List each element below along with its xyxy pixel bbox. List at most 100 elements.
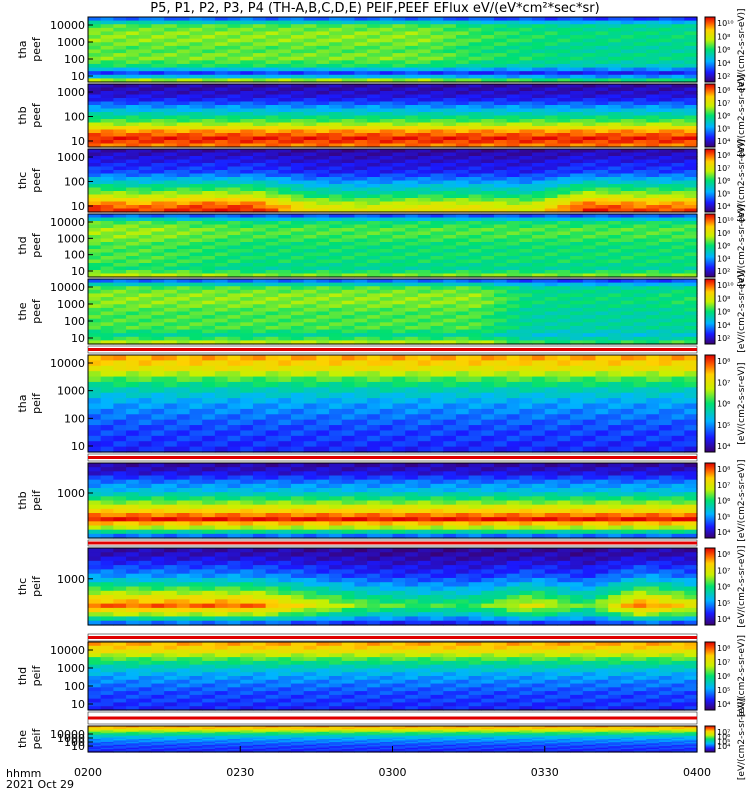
heatmap-cell bbox=[176, 214, 191, 219]
heatmap-cell bbox=[506, 191, 520, 196]
heatmap-cell bbox=[354, 365, 368, 372]
heatmap-cell bbox=[557, 71, 571, 76]
heatmap-cell bbox=[443, 249, 457, 254]
heatmap-cell bbox=[329, 101, 343, 106]
heatmap-cell bbox=[176, 340, 191, 345]
heatmap-cell bbox=[214, 119, 229, 124]
heatmap-cell bbox=[214, 282, 229, 287]
heatmap-cell bbox=[392, 270, 406, 275]
heatmap-cell bbox=[658, 217, 673, 222]
heatmap-cell bbox=[532, 20, 546, 25]
heatmap-cell bbox=[519, 56, 533, 61]
heatmap-cell bbox=[176, 133, 191, 138]
heatmap-cell bbox=[189, 425, 203, 432]
heatmap-cell bbox=[227, 201, 241, 206]
heatmap-cell bbox=[455, 371, 470, 378]
heatmap-cell bbox=[138, 322, 153, 327]
heatmap-cell bbox=[227, 166, 241, 171]
heatmap-cell bbox=[671, 208, 685, 213]
heatmap-cell bbox=[329, 289, 343, 295]
heatmap-cell bbox=[151, 408, 165, 415]
heatmap-cell bbox=[329, 392, 343, 399]
heatmap-cell bbox=[341, 184, 356, 189]
heatmap-cell bbox=[481, 38, 495, 43]
heatmap-cell bbox=[138, 108, 153, 113]
heatmap-cell bbox=[176, 336, 191, 341]
heatmap-cell bbox=[633, 143, 647, 148]
heatmap-cell bbox=[595, 304, 609, 309]
heatmap-cell bbox=[417, 224, 432, 229]
heatmap-cell bbox=[595, 297, 609, 302]
heatmap-cell bbox=[671, 101, 685, 106]
heatmap-cell bbox=[620, 60, 635, 65]
heatmap-cell bbox=[468, 297, 482, 302]
heatmap-cell bbox=[506, 67, 520, 72]
heatmap-cell bbox=[227, 67, 241, 72]
heatmap-cell bbox=[88, 205, 102, 210]
heatmap-cell bbox=[176, 279, 191, 284]
heatmap-cell bbox=[278, 282, 292, 287]
heatmap-cell bbox=[252, 441, 267, 448]
heatmap-cell bbox=[164, 252, 178, 257]
heatmap-cell bbox=[468, 381, 482, 388]
heatmap-cell bbox=[252, 221, 267, 226]
heatmap-cell bbox=[189, 98, 203, 103]
heatmap-cell bbox=[100, 224, 114, 229]
heatmap-cell bbox=[506, 71, 520, 76]
heatmap-cell bbox=[494, 24, 508, 29]
heatmap-cell bbox=[126, 340, 140, 345]
heatmap-cell bbox=[658, 119, 673, 124]
heatmap-cell bbox=[684, 173, 698, 178]
heatmap-cell bbox=[214, 238, 229, 243]
heatmap-cell bbox=[646, 184, 660, 189]
heatmap-cell bbox=[329, 263, 343, 268]
heatmap-cell bbox=[379, 340, 394, 345]
heatmap-cell bbox=[494, 91, 508, 96]
heatmap-cell bbox=[443, 435, 457, 442]
heatmap-cell bbox=[88, 297, 102, 302]
heatmap-cell bbox=[354, 156, 368, 161]
heatmap-cell bbox=[202, 446, 216, 453]
heatmap-cell bbox=[240, 435, 254, 442]
heatmap-cell bbox=[278, 214, 292, 219]
heatmap-cell bbox=[595, 42, 609, 47]
heatmap-cell bbox=[138, 56, 153, 61]
heatmap-cell bbox=[570, 173, 584, 178]
heatmap-cell bbox=[379, 315, 394, 320]
heatmap-cell bbox=[341, 163, 356, 168]
heatmap-cell bbox=[582, 105, 597, 110]
heatmap-cell bbox=[341, 35, 356, 40]
heatmap-cell bbox=[455, 340, 470, 345]
heatmap-cell bbox=[278, 221, 292, 226]
heatmap-cell bbox=[544, 152, 559, 157]
heatmap-cell bbox=[570, 91, 584, 96]
heatmap-cell bbox=[392, 119, 406, 124]
heatmap-cell bbox=[100, 115, 114, 120]
heatmap-cell bbox=[341, 156, 356, 161]
heatmap-cell bbox=[646, 38, 660, 43]
heatmap-cell bbox=[189, 156, 203, 161]
heatmap-cell bbox=[126, 322, 140, 327]
heatmap-cell bbox=[494, 221, 508, 226]
colorbar bbox=[704, 16, 716, 83]
heatmap-cell bbox=[189, 340, 203, 345]
heatmap-cell bbox=[164, 293, 178, 298]
heatmap-cell bbox=[455, 259, 470, 264]
heatmap-cell bbox=[240, 398, 254, 405]
heatmap-cell bbox=[252, 78, 267, 83]
heatmap-cell bbox=[557, 159, 571, 164]
heatmap-cell bbox=[367, 238, 381, 243]
heatmap-cell bbox=[620, 279, 635, 284]
heatmap-cell bbox=[113, 318, 127, 323]
heatmap-cell bbox=[468, 56, 482, 61]
heatmap-cell bbox=[468, 340, 482, 345]
heatmap-cell bbox=[443, 217, 457, 222]
heatmap-cell bbox=[405, 214, 419, 219]
heatmap-cell bbox=[138, 31, 153, 36]
heatmap-cell bbox=[164, 108, 178, 113]
heatmap-cell bbox=[367, 289, 381, 295]
heatmap-cell bbox=[291, 159, 305, 164]
heatmap-cell bbox=[671, 184, 685, 189]
heatmap-cell bbox=[443, 340, 457, 345]
heatmap-cell bbox=[468, 170, 482, 175]
